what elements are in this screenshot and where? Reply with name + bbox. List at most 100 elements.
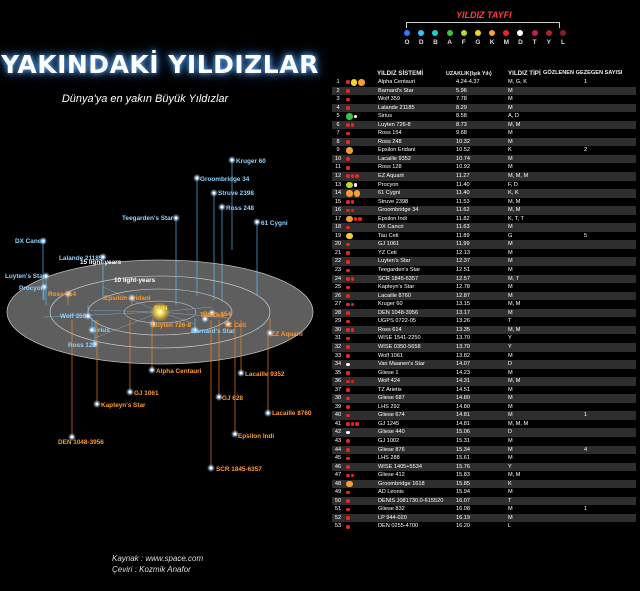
legend-class: F [457,28,471,50]
row-planets: 1 [584,412,588,419]
row-number: 35 [334,369,342,376]
row-star-name: AD Leonis [378,489,404,496]
row-distance: 13.82 [456,352,470,359]
header-system: YILDIZ SİSTEMİ [377,70,424,77]
spectral-dot [346,422,350,426]
table-row: 3 Wolf 359 7.78 M [332,95,636,104]
star-point [195,176,199,180]
row-spectral-dots [346,121,374,130]
row-star-name: WISE 1405+5534 [378,463,423,470]
row-type: L [508,523,512,530]
star-label: Alpha Centauri [156,368,202,375]
table-row: 10 Lacaille 9352 10.74 M [332,154,636,164]
legend-letter: O [404,39,410,46]
row-type: M [508,446,513,453]
table-row: 5 Sirius 8.58 A, D [332,112,636,121]
row-number: 7 [336,130,340,137]
row-star-name: DEN 0255-4700 [378,523,419,530]
spectral-dot [346,430,350,435]
spectral-dot [346,80,350,85]
row-distance: 11.63 [456,224,470,231]
row-spectral-dots [346,420,374,429]
row-type: A, D [508,113,519,120]
table-row: 8 Ross 248 10.32 M [332,137,636,147]
row-type: M [508,258,513,265]
spectral-dot [346,336,350,341]
spectral-dot [346,439,350,444]
sun-ray [159,311,229,319]
spectral-dot [346,277,350,281]
legend-letter: F [461,39,466,46]
row-star-name: Gliese 832 [378,506,405,513]
star-label: GJ 1061 [134,390,159,397]
row-star-name: Lacaille 8760 [378,292,411,299]
ring-label-10ly: 10 light-years [114,277,156,284]
page-title: YAKINDAKİ YILDIZLAR [1,50,319,79]
row-star-name: YZ Ceti [378,249,397,256]
row-distance: 11.27 [456,173,470,180]
row-star-name: 61 Cygni [378,190,401,197]
row-number: 2 [336,87,340,94]
row-planets: 2 [584,147,588,154]
row-type: M [508,96,513,103]
row-star-name: SCR 1845-6357 [378,275,419,282]
row-spectral-dots [346,206,374,215]
spectral-dot [350,277,355,281]
star-point [217,395,221,399]
spectral-dot [355,422,359,426]
row-number: 37 [334,386,342,393]
row-distance: 10.92 [456,164,470,171]
row-spectral-dots [346,104,374,113]
row-type: Y [508,335,512,342]
table-row: 44 Gliese 876 15.34 M 4 [332,445,636,455]
row-type: M, M [508,378,521,385]
table-row: 2 Barnard's Star 5.96 M [332,86,636,96]
star-label: Lacaille 8760 [272,410,312,417]
row-number: 21 [334,249,342,256]
row-star-name: Gliese 876 [378,446,405,453]
ring-5ly [123,300,197,324]
row-star-name: Wolf 424 [378,378,400,385]
row-distance: 14.23 [456,369,470,376]
row-planets: 1 [584,79,588,85]
star-point [203,317,207,321]
row-distance: 12.13 [456,249,470,256]
row-spectral-dots [346,309,374,318]
row-star-name: Ross 128 [378,164,402,171]
row-spectral-dots [346,505,374,514]
legend-color-dot [418,30,425,36]
star-label: Ross 154 [203,311,232,318]
row-distance: 12.78 [456,284,470,291]
row-type: M [508,267,513,274]
row-type: T [508,497,512,504]
star-point [209,466,213,470]
legend-letter: B [433,39,438,46]
spectral-dot [346,89,350,93]
row-spectral-dots [346,249,374,258]
table-row: 18 DX Cancri 11.63 M [332,223,636,232]
star-label: Ross 614 [48,291,77,298]
row-number: 3 [336,96,340,103]
row-spectral-dots [346,275,374,284]
row-distance: 15.31 [456,437,470,444]
row-type: M [508,403,513,410]
spectral-dot [350,79,358,86]
sun-ray [94,311,161,339]
table-row: 12 EZ Aquarii 11.27 M, M, M [332,172,636,181]
row-star-name: Gliese 440 [378,429,405,436]
table-row: 38 Gliese 687 14.80 M [332,394,636,403]
row-distance: 13.15 [456,301,470,308]
row-number: 47 [334,472,342,479]
star-point [151,322,155,326]
spectral-dot [353,190,360,197]
ring-label-15ly: 15 light-years [80,259,122,266]
star-point [268,331,272,335]
row-number: 8 [336,138,340,145]
row-type: M, M [508,198,521,205]
row-number: 15 [334,198,342,205]
row-planets: 5 [584,232,588,239]
star-label: Luyten 726-8 [152,322,192,329]
row-spectral-dots [346,488,374,497]
row-number: 50 [334,497,342,504]
row-number: 9 [336,147,340,154]
